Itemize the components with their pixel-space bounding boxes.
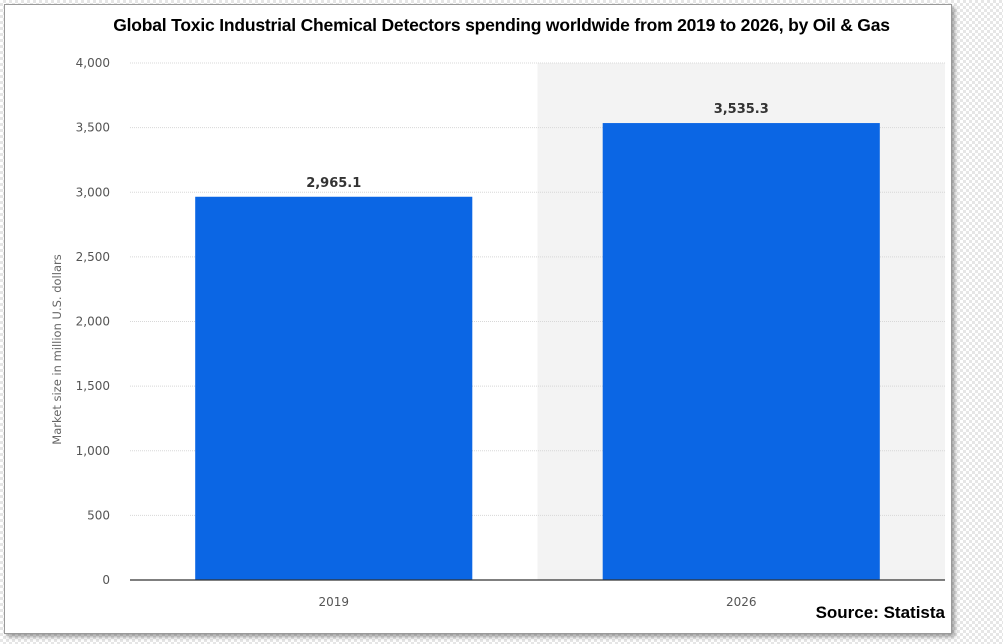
y-tick-label: 0: [102, 573, 110, 587]
y-tick-label: 2,000: [76, 315, 110, 329]
y-tick-label: 3,500: [76, 121, 110, 135]
chart-title: Global Toxic Industrial Chemical Detecto…: [113, 15, 890, 35]
y-tick-label: 4,000: [76, 56, 110, 70]
x-tick-label: 2019: [318, 595, 349, 609]
y-axis-label: Market size in million U.S. dollars: [50, 254, 64, 444]
data-label: 2,965.1: [306, 176, 361, 191]
y-tick-label: 2,500: [76, 250, 110, 264]
y-tick-label: 3,000: [76, 185, 110, 199]
data-label: 3,535.3: [714, 102, 769, 117]
bar-2026: [602, 123, 880, 581]
y-tick-label: 1,000: [76, 444, 110, 458]
bar-2019: [195, 196, 473, 581]
x-tick-label: 2026: [726, 595, 757, 609]
source-label: Source: Statista: [815, 603, 945, 622]
y-tick-label: 1,500: [76, 379, 110, 393]
y-tick-label: 500: [87, 508, 110, 522]
